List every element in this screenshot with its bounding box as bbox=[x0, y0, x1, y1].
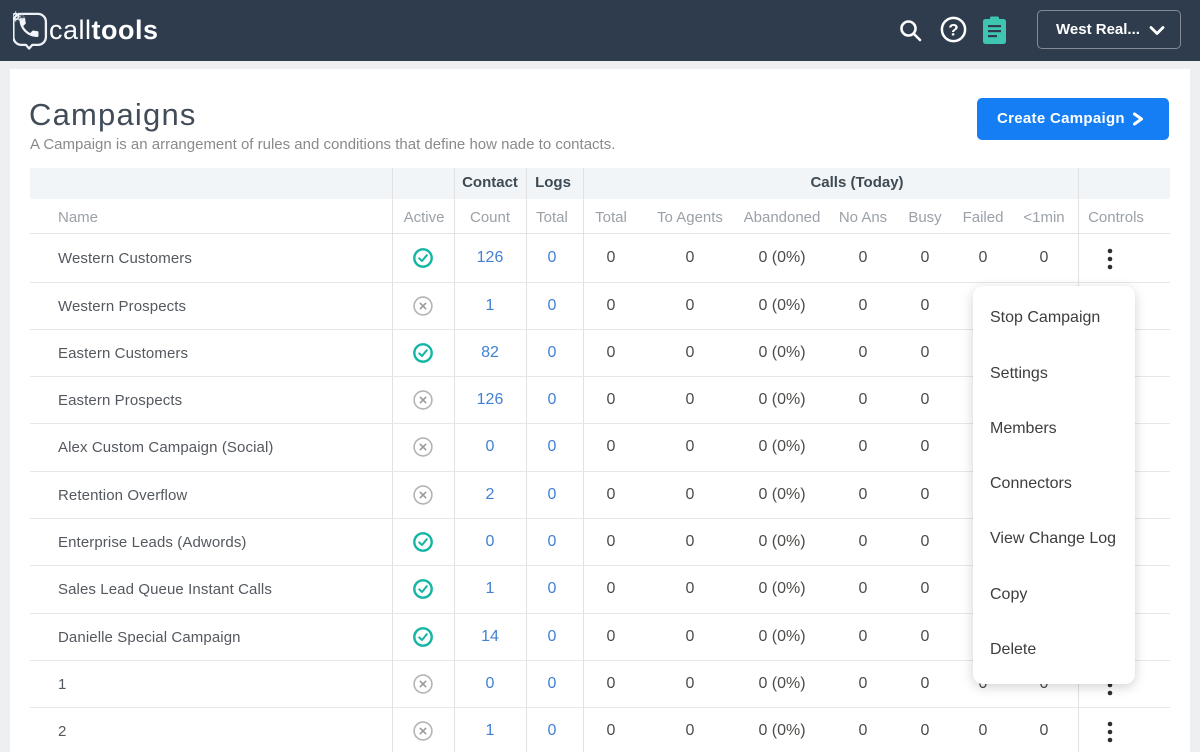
svg-text:?: ? bbox=[948, 21, 958, 40]
